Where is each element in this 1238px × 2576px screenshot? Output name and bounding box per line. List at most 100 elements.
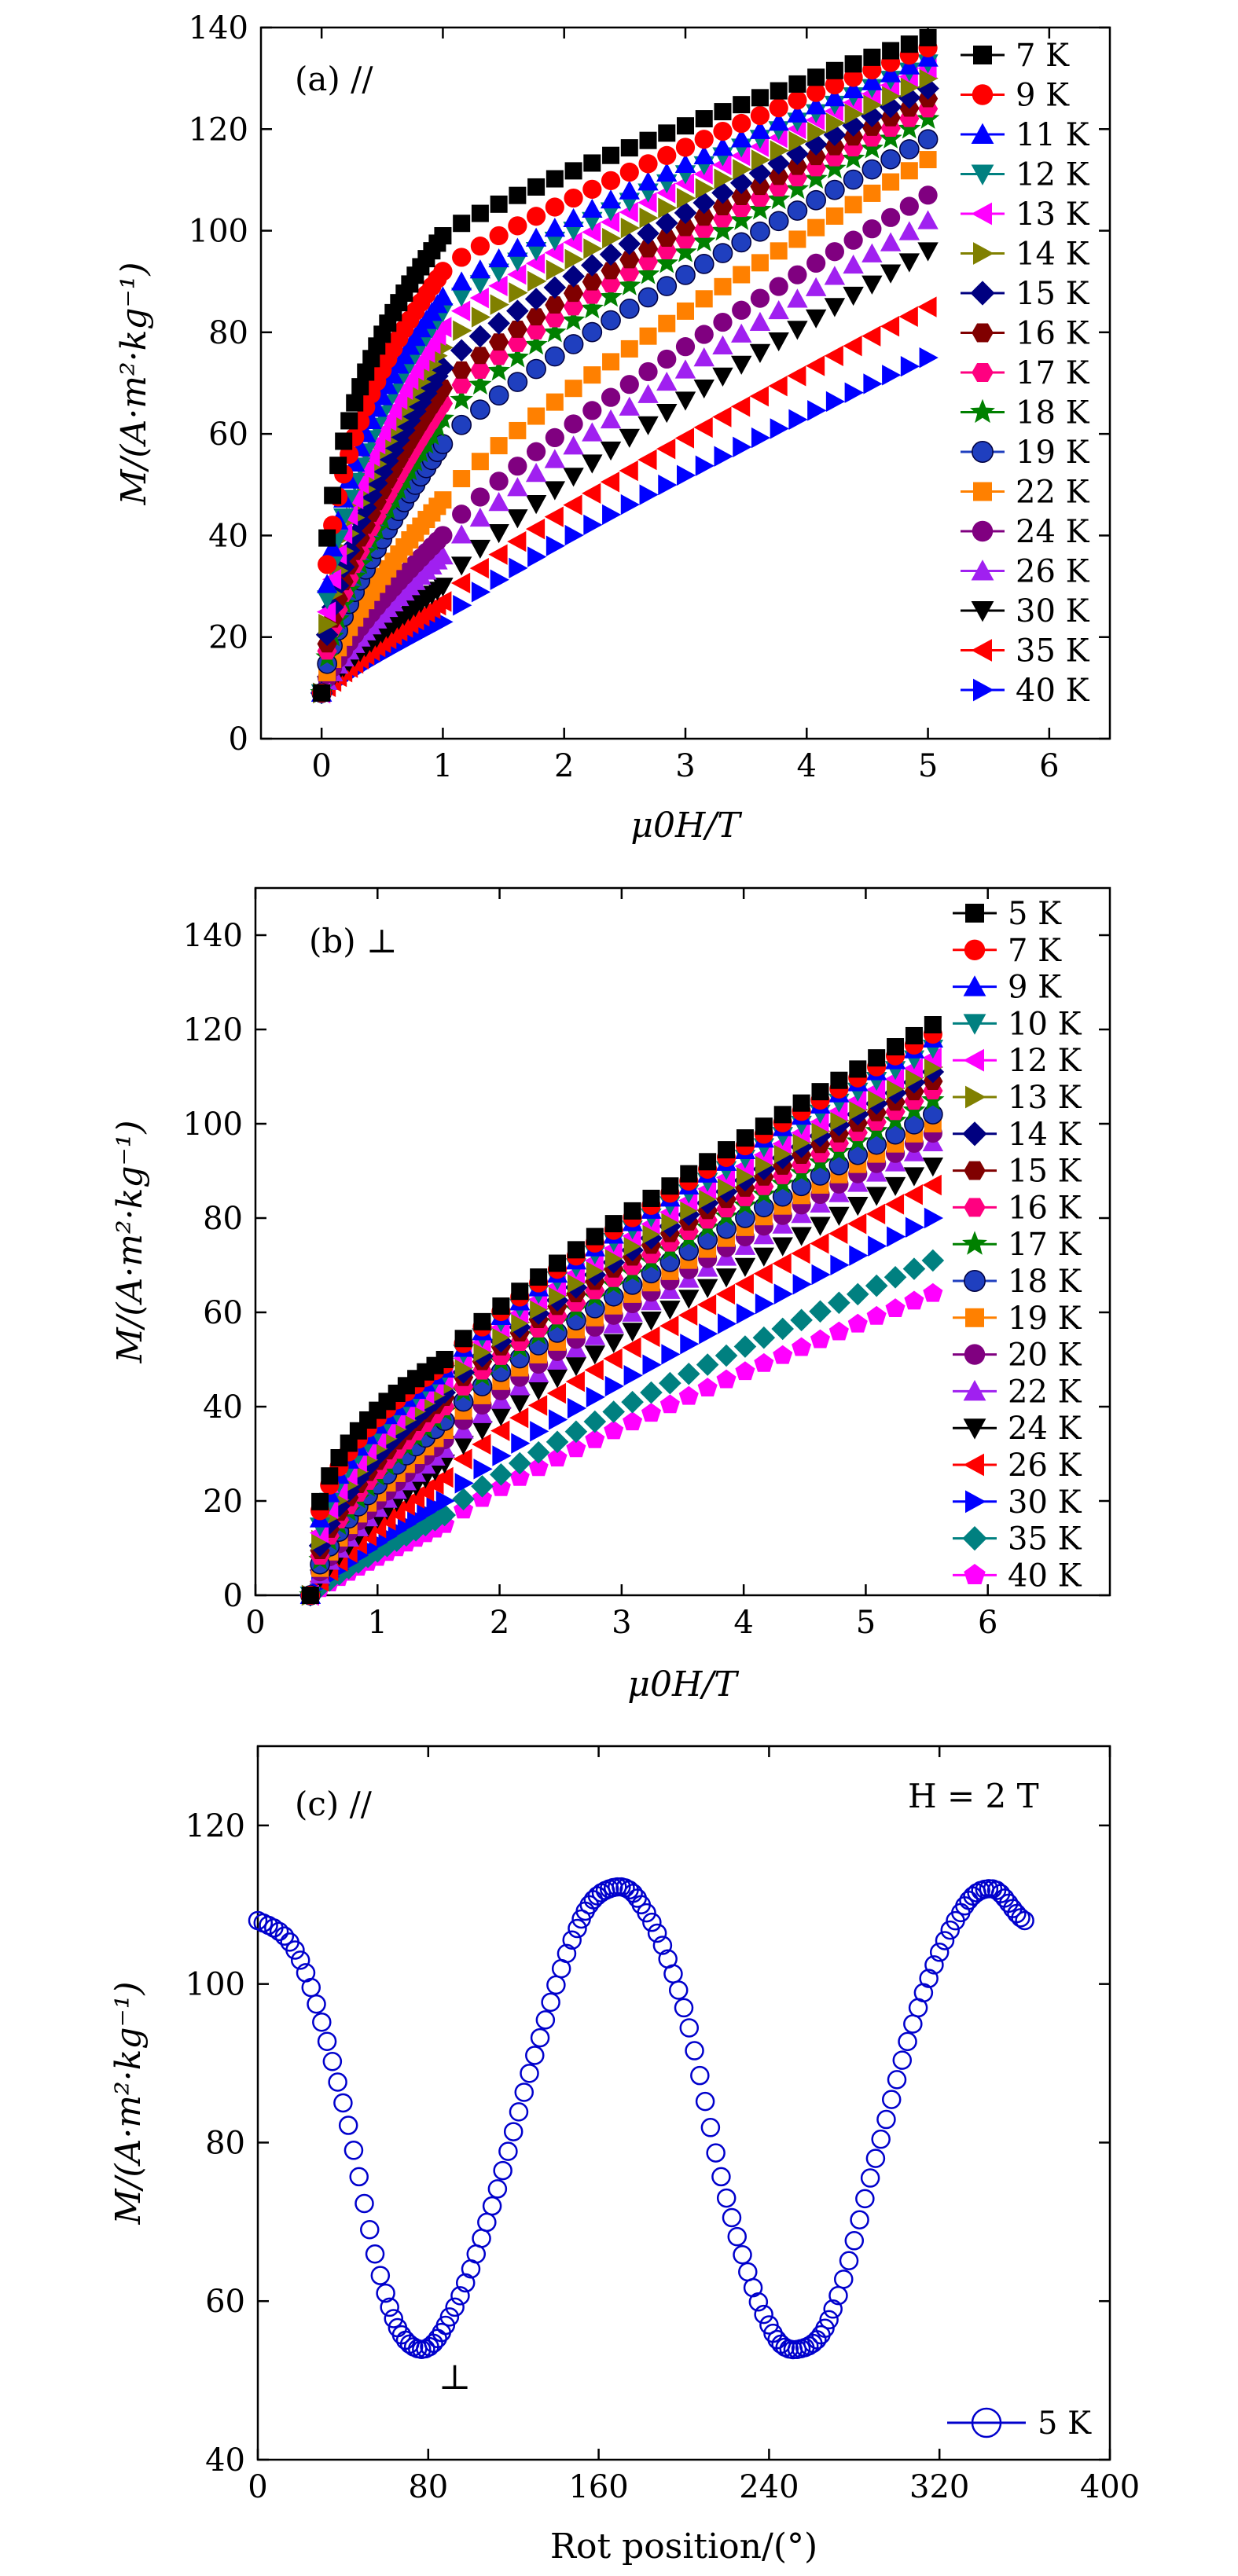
data-point <box>882 365 902 386</box>
data-point <box>546 1382 567 1404</box>
panel-b-x-tick-label: 6 <box>978 1605 997 1641</box>
data-point <box>490 1463 512 1486</box>
data-point <box>924 1016 942 1033</box>
data-point <box>887 1038 905 1056</box>
data-point <box>565 1357 587 1377</box>
data-point <box>619 201 638 223</box>
panel-b-y-tick-label: 40 <box>203 1389 243 1426</box>
data-point <box>623 1365 643 1386</box>
data-point <box>377 375 399 394</box>
panel-c-label: (c) // <box>295 1785 373 1823</box>
legend-label: 9 K <box>1008 970 1062 1006</box>
legend-item: 17 K <box>953 1227 1082 1263</box>
data-point <box>657 349 677 369</box>
data-point <box>641 1403 662 1422</box>
data-point <box>898 55 920 75</box>
data-point <box>508 457 527 476</box>
data-point <box>359 483 383 507</box>
data-point <box>582 483 601 504</box>
data-point <box>656 276 678 296</box>
data-point <box>564 188 583 208</box>
data-point <box>805 309 827 328</box>
data-point <box>923 1282 943 1302</box>
legend-item: 14 K <box>953 1117 1082 1153</box>
data-point <box>435 1490 455 1512</box>
data-point <box>661 1211 681 1232</box>
data-point <box>792 1132 812 1153</box>
data-point <box>623 1411 643 1431</box>
data-point <box>568 1918 587 1939</box>
data-point <box>711 218 735 241</box>
data-point <box>469 287 489 309</box>
data-point <box>733 1335 757 1358</box>
data-point <box>450 300 471 321</box>
data-point <box>490 569 509 590</box>
legend-label: 22 K <box>1008 1374 1082 1410</box>
data-point <box>905 1216 925 1238</box>
data-point <box>788 90 807 110</box>
data-point <box>582 286 602 304</box>
data-point <box>806 148 826 166</box>
data-point <box>722 2207 742 2228</box>
data-point <box>354 496 377 519</box>
data-point <box>321 537 343 557</box>
data-point <box>692 229 716 251</box>
data-point <box>642 1189 660 1207</box>
data-point <box>619 396 640 416</box>
data-point <box>898 2031 917 2052</box>
data-point <box>902 1257 926 1280</box>
data-point <box>656 403 678 424</box>
data-point <box>619 299 640 319</box>
data-point <box>544 506 564 527</box>
data-point <box>469 259 491 279</box>
data-point <box>311 1492 329 1510</box>
data-point <box>564 380 582 398</box>
panel-c-y-axis-label: M/(A·m²·kg⁻¹) <box>108 1981 149 2225</box>
data-point <box>487 358 511 381</box>
data-point <box>511 1312 531 1334</box>
data-point <box>693 163 713 185</box>
data-point <box>357 363 375 381</box>
data-point <box>787 365 806 387</box>
data-point <box>543 320 567 343</box>
data-point <box>825 61 843 79</box>
data-point <box>677 464 696 486</box>
legend-marker <box>965 1490 986 1514</box>
data-point <box>471 306 491 328</box>
data-point <box>787 103 808 123</box>
legend-item: 18 K <box>961 395 1090 431</box>
data-point <box>695 455 715 476</box>
data-point <box>507 477 528 497</box>
data-point <box>637 240 659 258</box>
data-point <box>755 1117 773 1136</box>
data-point <box>788 130 808 152</box>
data-point <box>714 168 733 189</box>
data-point <box>520 2064 539 2083</box>
data-point <box>637 192 657 213</box>
data-point <box>370 461 394 483</box>
data-point <box>828 1223 848 1244</box>
data-point <box>454 1473 474 1494</box>
data-point <box>451 414 472 435</box>
legend-marker <box>962 1231 987 1255</box>
panel-c-y-tick-label: 60 <box>205 2284 245 2320</box>
panel-a-y-tick-label: 140 <box>189 10 248 46</box>
data-point <box>343 2141 364 2160</box>
data-point <box>718 1176 737 1198</box>
data-point <box>861 243 883 262</box>
data-point <box>543 276 567 299</box>
data-point <box>450 387 473 410</box>
data-point <box>804 133 828 156</box>
data-point <box>638 154 658 174</box>
data-point <box>655 211 678 235</box>
data-point <box>917 296 937 317</box>
data-point <box>561 308 586 331</box>
panel-a-x-tick-label: 4 <box>797 748 817 784</box>
data-point <box>810 1216 831 1236</box>
data-point <box>472 1433 491 1455</box>
legend-marker <box>962 1526 987 1551</box>
data-point <box>773 1143 793 1164</box>
data-point <box>929 1943 950 1962</box>
data-point <box>733 266 751 284</box>
data-point <box>677 187 696 209</box>
